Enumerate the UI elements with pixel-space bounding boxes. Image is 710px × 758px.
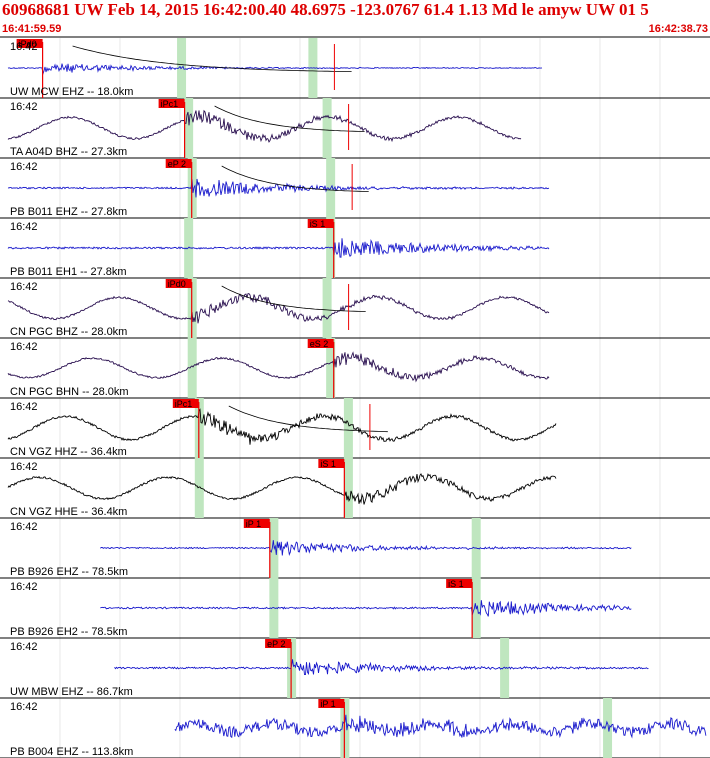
waveform-trace: [7, 63, 543, 76]
waveform-trace: [100, 600, 632, 617]
trace-station-label: PB B011 EH1 -- 27.8km: [10, 266, 127, 278]
phase-pick-box[interactable]: [243, 519, 270, 528]
trace-time-label: 16:42: [10, 401, 38, 413]
coda-curve: [228, 405, 388, 433]
phase-window-band: [343, 398, 353, 458]
trace-station-label: PB B926 EHZ -- 78.5km: [10, 566, 128, 578]
phase-window-band: [343, 458, 353, 518]
trace-time-label: 16:42: [10, 221, 38, 233]
phase-pick-label: iS 1: [310, 219, 326, 229]
waveform-trace: [7, 293, 550, 324]
event-header-title: 60968681 UW Feb 14, 2015 16:42:00.40 48.…: [2, 0, 649, 19]
trace-row[interactable]: iPc1 16:42 CN VGZ HHZ -- 36.4km: [0, 398, 710, 459]
coda-curve: [221, 285, 366, 312]
trace-station-label: UW MBW EHZ -- 86.7km: [10, 686, 133, 698]
waveform-trace: [100, 540, 632, 556]
phase-pick-box[interactable]: [165, 159, 192, 168]
coda-curve: [214, 105, 365, 132]
waveform-trace: [114, 659, 649, 676]
waveform-trace: [7, 178, 550, 198]
trace-time-label: 16:42: [10, 341, 38, 353]
phase-pick-label: iPd0: [168, 279, 186, 289]
phase-pick-label: iP 1: [246, 519, 261, 529]
trace-station-label: PB B926 EH2 -- 78.5km: [10, 626, 127, 638]
trace-row[interactable]: iPc1 16:42 TA A04D BHZ -- 27.3km: [0, 98, 710, 159]
trace-time-label: 16:42: [10, 701, 38, 713]
phase-pick-box[interactable]: [265, 639, 292, 648]
phase-pick-box[interactable]: [165, 279, 192, 288]
trace-station-label: CN VGZ HHE -- 36.4km: [10, 506, 127, 518]
trace-time-label: 16:42: [10, 581, 38, 593]
trace-row[interactable]: eP 2 16:42 UW MBW EHZ -- 86.7km: [0, 638, 710, 699]
phase-pick-label: iPc1: [161, 99, 179, 109]
trace-station-label: TA A04D BHZ -- 27.3km: [10, 146, 127, 158]
waveform-trace: [7, 351, 550, 383]
trace-station-label: UW MCW EHZ -- 18.0km: [10, 86, 133, 98]
trace-row[interactable]: eS 2 16:42 CN PGC BHN -- 28.0km: [0, 338, 710, 399]
trace-row[interactable]: eP 2 16:42 PB B011 EHZ -- 27.8km: [0, 158, 710, 219]
phase-window-band: [194, 458, 204, 518]
phase-pick-box[interactable]: [158, 99, 185, 108]
phase-pick-box[interactable]: [307, 339, 334, 348]
coda-curve: [221, 165, 369, 192]
phase-pick-label: eP 2: [267, 639, 285, 649]
phase-pick-box[interactable]: [318, 699, 345, 708]
trace-row[interactable]: iS 1 16:42 PB B926 EH2 -- 78.5km: [0, 578, 710, 639]
coda-curve: [72, 45, 352, 72]
phase-pick-label: iS 1: [320, 459, 336, 469]
trace-row[interactable]: iP 1 16:42 PB B926 EHZ -- 78.5km: [0, 518, 710, 579]
trace-station-label: PB B011 EHZ -- 27.8km: [10, 206, 127, 218]
waveform-trace: [7, 238, 550, 258]
phase-pick-label: iS 1: [448, 579, 464, 589]
trace-station-label: CN PGC BHZ -- 28.0km: [10, 326, 127, 338]
trace-row[interactable]: iS 1 16:42 PB B011 EH1 -- 27.8km: [0, 218, 710, 279]
phase-pick-box[interactable]: [318, 459, 345, 468]
trace-time-label: 16:42: [10, 281, 38, 293]
phase-window-band: [322, 98, 332, 158]
window-end-time: 16:42:38.73: [648, 23, 708, 35]
phase-pick-label: eS 2: [310, 339, 329, 349]
phase-window-band: [603, 698, 613, 758]
waveform-trace: [174, 714, 707, 739]
trace-station-label: CN VGZ HHZ -- 36.4km: [10, 446, 127, 458]
trace-time-label: 16:42: [10, 641, 38, 653]
phase-pick-label: eP 2: [168, 159, 186, 169]
trace-row[interactable]: iPd0 16:42 CN PGC BHZ -- 28.0km: [0, 278, 710, 339]
phase-window-band: [322, 278, 332, 338]
waveform-trace: [7, 408, 557, 445]
phase-pick-label: iP 1: [320, 699, 335, 709]
phase-pick-label: iPd0: [19, 39, 37, 49]
trace-row[interactable]: iP 1 16:42 PB B004 EHZ -- 113.8km: [0, 698, 710, 758]
phase-pick-label: iPc1: [175, 399, 193, 409]
trace-time-label: 16:42: [10, 41, 38, 53]
trace-station-label: CN PGC BHN -- 28.0km: [10, 386, 129, 398]
waveform-trace: [7, 473, 557, 505]
window-start-time: 16:41:59.59: [2, 23, 62, 35]
trace-station-label: PB B004 EHZ -- 113.8km: [10, 746, 133, 758]
phase-window-band: [184, 98, 194, 158]
trace-time-label: 16:42: [10, 161, 38, 173]
trace-time-label: 16:42: [10, 461, 38, 473]
phase-pick-box[interactable]: [307, 219, 334, 228]
waveform-trace: [7, 109, 522, 143]
phase-pick-box[interactable]: [16, 39, 43, 48]
trace-row[interactable]: iS 1 16:42 CN VGZ HHE -- 36.4km: [0, 458, 710, 519]
trace-time-label: 16:42: [10, 101, 38, 113]
trace-time-label: 16:42: [10, 521, 38, 533]
phase-window-band: [326, 338, 336, 398]
phase-pick-box[interactable]: [446, 579, 473, 588]
phase-pick-box[interactable]: [172, 399, 199, 408]
phase-window-band: [187, 338, 197, 398]
